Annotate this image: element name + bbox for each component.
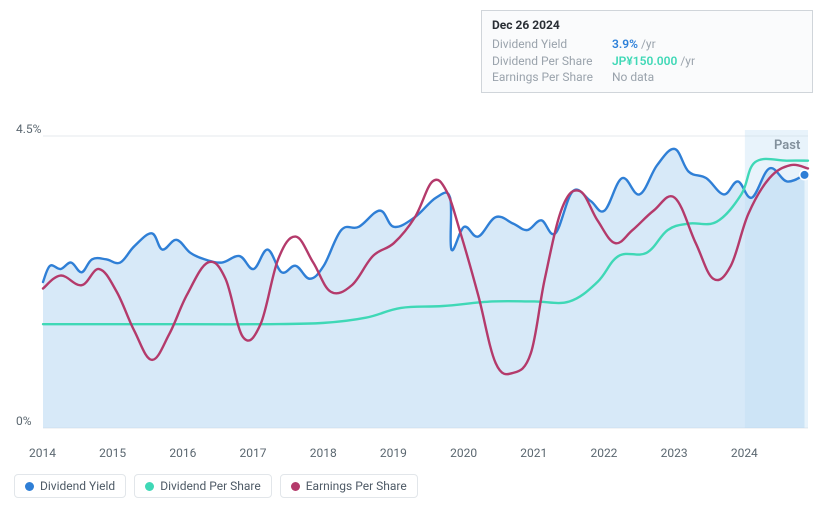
legend-dot-icon	[25, 482, 34, 491]
tooltip-label: Earnings Per Share	[492, 69, 612, 86]
tooltip-unit: /yr	[680, 53, 695, 70]
legend-item-dividend-per-share[interactable]: Dividend Per Share	[134, 474, 272, 498]
x-tick-label: 2018	[310, 446, 337, 460]
legend-item-earnings-per-share[interactable]: Earnings Per Share	[280, 474, 418, 498]
x-tick-label: 2015	[99, 446, 126, 460]
tooltip-value: JP¥150.000	[612, 53, 677, 70]
legend-label: Dividend Per Share	[160, 479, 261, 493]
legend-item-dividend-yield[interactable]: Dividend Yield	[14, 474, 126, 498]
tooltip-label: Dividend Yield	[492, 36, 612, 53]
legend-label: Dividend Yield	[40, 479, 115, 493]
tooltip-row-yield: Dividend Yield 3.9% /yr	[492, 36, 802, 53]
x-tick-label: 2014	[29, 446, 56, 460]
tooltip-value: No data	[612, 69, 654, 86]
x-tick-label: 2016	[169, 446, 196, 460]
chart-tooltip: Dec 26 2024 Dividend Yield 3.9% /yr Divi…	[481, 10, 813, 93]
legend-label: Earnings Per Share	[306, 479, 407, 493]
y-tick-label: 0%	[16, 414, 32, 428]
x-tick-label: 2020	[450, 446, 477, 460]
legend-dot-icon	[291, 482, 300, 491]
x-tick-label: 2017	[240, 446, 267, 460]
tooltip-label: Dividend Per Share	[492, 53, 612, 70]
x-tick-label: 2019	[380, 446, 407, 460]
x-tick-label: 2022	[590, 446, 617, 460]
x-tick-label: 2023	[661, 446, 688, 460]
tooltip-row-dps: Dividend Per Share JP¥150.000 /yr	[492, 53, 802, 70]
chart-legend: Dividend Yield Dividend Per Share Earnin…	[14, 474, 418, 498]
tooltip-unit: /yr	[641, 36, 656, 53]
x-tick-label: 2024	[731, 446, 758, 460]
dividend-chart: Dec 26 2024 Dividend Yield 3.9% /yr Divi…	[8, 8, 813, 500]
tooltip-row-eps: Earnings Per Share No data	[492, 69, 802, 86]
y-tick-label: 4.5%	[16, 122, 41, 136]
legend-dot-icon	[145, 482, 154, 491]
tooltip-value: 3.9%	[612, 36, 638, 53]
tooltip-date: Dec 26 2024	[492, 17, 802, 34]
past-band-label: Past	[774, 138, 800, 153]
x-tick-label: 2021	[520, 446, 547, 460]
